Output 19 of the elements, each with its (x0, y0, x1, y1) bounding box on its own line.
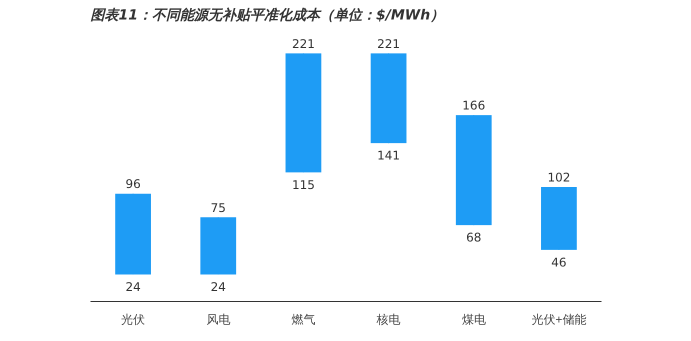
x-tick-label: 煤电 (462, 312, 486, 326)
annotation: 75 (210, 200, 226, 215)
annotation: 68 (466, 230, 482, 245)
annotation: 102 (547, 170, 570, 184)
x-tick-label: 核电 (376, 312, 401, 326)
chart-title: 图表11：不同能源无补贴平准化成本（单位：$/MWh） (90, 6, 444, 24)
annotation: 96 (125, 177, 141, 192)
annotation: 221 (292, 36, 315, 51)
annotation: 141 (377, 148, 400, 163)
annotation: 46 (551, 255, 567, 270)
annotation: 166 (462, 98, 486, 113)
x-tick-label: 光伏 (121, 312, 146, 326)
annotation: 24 (125, 280, 141, 294)
annotation: 221 (377, 36, 400, 51)
x-tick-label: 光伏+储能 (531, 312, 586, 326)
annotation: 115 (292, 178, 315, 192)
annotation: 24 (210, 280, 226, 294)
x-tick-label: 风电 (206, 312, 230, 326)
x-tick-label: 燃气 (291, 312, 316, 326)
